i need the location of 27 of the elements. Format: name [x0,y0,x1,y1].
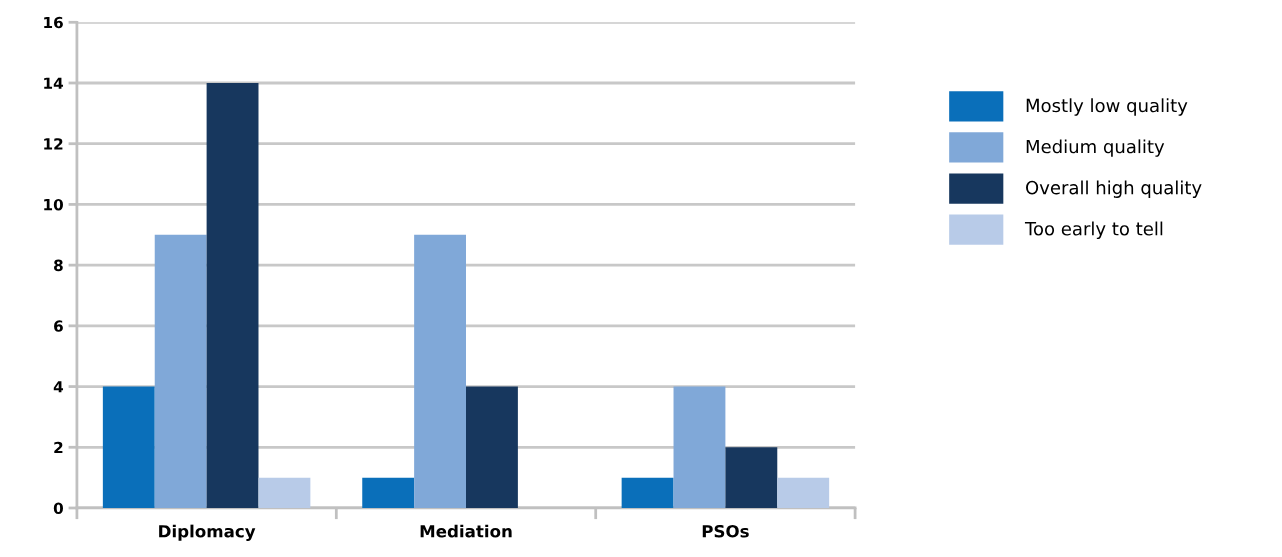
y-tick-label: 10 [44,198,63,211]
y-tick-label: 2 [54,441,63,454]
bar [621,477,674,508]
legend-label: Mostly low quality [1026,98,1188,116]
y-tick-label: 8 [54,259,63,272]
bar [206,82,259,508]
legend-label: Overall high quality [1026,180,1202,198]
bar [466,386,518,508]
bar [258,477,311,508]
bar [362,477,415,508]
y-tick-label: 14 [44,77,64,89]
bar [102,386,155,508]
legend-label: Medium quality [1026,139,1165,157]
bar [154,234,207,508]
bar [414,234,467,508]
y-tick-label: 4 [53,381,64,393]
bar [725,447,778,508]
y-tick-label: 16 [44,16,63,29]
x-tick-label: Mediation [420,524,512,538]
y-tick-label: 12 [44,138,63,150]
bar [673,386,726,508]
x-tick-label: PSOs [702,524,749,538]
x-tick-label: Diplomacy [159,524,256,541]
y-tick-label: 6 [54,320,63,332]
legend-label: Too early to tell [1024,221,1163,239]
bar [777,477,830,508]
y-tick-label: 0 [53,502,63,515]
